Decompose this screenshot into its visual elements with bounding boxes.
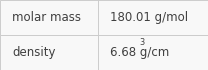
Text: 180.01 g/mol: 180.01 g/mol xyxy=(110,11,188,24)
Bar xyxy=(0,35,208,70)
Bar xyxy=(0,0,208,35)
Text: 6.68 g/cm: 6.68 g/cm xyxy=(110,46,170,59)
Text: molar mass: molar mass xyxy=(12,11,82,24)
Text: 3: 3 xyxy=(139,38,145,47)
Text: density: density xyxy=(12,46,56,59)
